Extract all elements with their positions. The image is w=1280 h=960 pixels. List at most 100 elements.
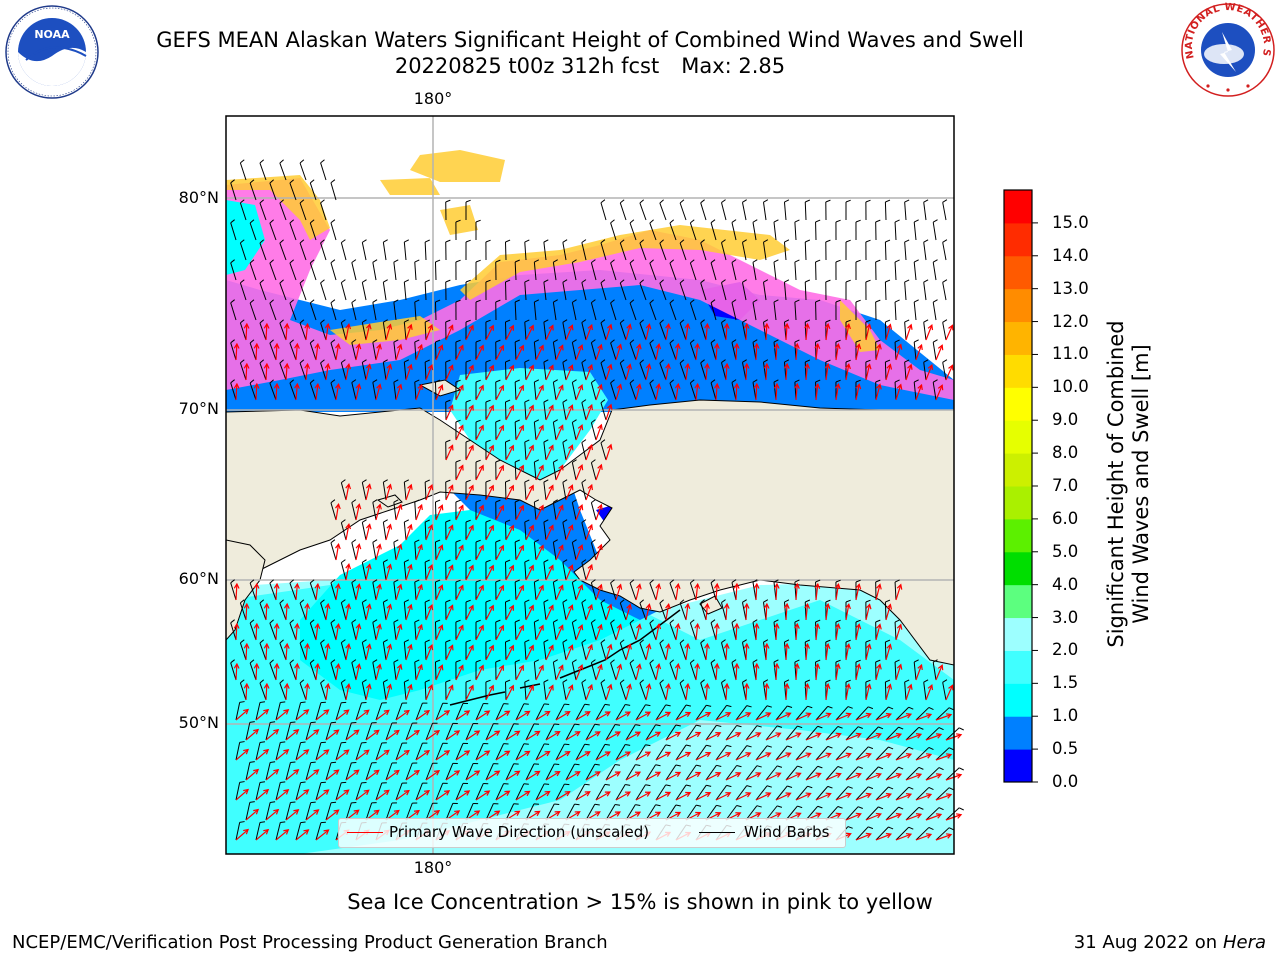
- wind-barb-flag: [269, 379, 274, 384]
- wave-direction-arrowhead: [386, 643, 393, 650]
- wave-direction-arrowhead: [783, 602, 790, 609]
- wind-barb: [735, 705, 748, 721]
- wave-direction-arrow: [245, 323, 248, 341]
- wind-barb: [514, 341, 517, 361]
- wind-barb-flag: [239, 781, 245, 783]
- wind-barb-flag: [562, 319, 568, 323]
- wave-direction-arrowhead: [886, 603, 893, 610]
- wind-barb-flag: [604, 703, 610, 706]
- wind-barb-flag: [904, 239, 910, 243]
- wind-barb: [695, 784, 707, 801]
- wind-barb-flag: [581, 279, 587, 283]
- wind-barb-flag: [855, 659, 861, 663]
- wind-barb-flag: [742, 279, 747, 283]
- wave-direction-arrowhead: [783, 322, 790, 329]
- wave-direction-arrow: [445, 325, 454, 341]
- wind-barb: [351, 542, 357, 561]
- wave-direction-arrow: [815, 344, 819, 361]
- wave-direction-arrowhead: [448, 484, 454, 491]
- wind-barb-flag: [581, 639, 587, 643]
- wind-barb-flag: [581, 399, 587, 403]
- wind-barb: [815, 786, 829, 801]
- wave-direction-arrowhead: [434, 810, 441, 816]
- wind-barb-flag: [351, 339, 357, 343]
- wind-barb: [504, 521, 507, 541]
- wind-barb-flag: [572, 299, 577, 303]
- wave-direction-arrowhead: [518, 384, 524, 391]
- wave-direction-arrow: [625, 684, 631, 701]
- wind-barb-flag: [383, 239, 388, 243]
- wave-direction-arrowhead: [568, 684, 574, 691]
- wind-barb: [731, 262, 737, 281]
- wave-direction-arrow: [585, 324, 593, 341]
- wave-direction-arrowhead: [825, 712, 832, 718]
- wave-direction-arrowhead: [484, 750, 491, 756]
- wave-direction-arrowhead: [528, 524, 534, 531]
- wind-barb-flag: [505, 279, 511, 283]
- wind-barb: [245, 722, 251, 741]
- wind-barb-flag: [710, 219, 716, 224]
- wave-direction-arrow: [835, 344, 840, 361]
- wind-barb-flag: [645, 704, 651, 707]
- wave-direction-arrowhead: [885, 752, 893, 759]
- wind-barb: [405, 722, 413, 741]
- wind-barb-flag: [514, 259, 520, 263]
- wave-direction-arrow: [355, 384, 360, 401]
- wave-direction-arrowhead: [263, 708, 270, 715]
- wind-barb: [785, 805, 798, 821]
- wave-direction-arrow: [495, 750, 510, 761]
- wind-barb: [249, 342, 257, 361]
- wind-barb-flag: [600, 639, 606, 644]
- wind-barb: [562, 282, 567, 301]
- wave-direction-arrowhead: [396, 503, 403, 510]
- colorbar-tick-label: 14.0: [1052, 245, 1089, 265]
- wind-barb-flag: [299, 199, 305, 204]
- wind-barb-flag: [635, 724, 641, 726]
- wind-barb: [590, 582, 597, 601]
- wave-direction-arrowhead: [865, 832, 872, 839]
- wind-barb: [315, 702, 322, 721]
- wind-barb: [320, 602, 327, 621]
- wind-barb: [773, 302, 777, 321]
- colorbar-band: [1004, 486, 1032, 520]
- wind-barb-flag: [857, 766, 863, 769]
- wind-barb-flag: [424, 239, 430, 243]
- wave-direction-arrow: [315, 624, 319, 641]
- wind-barb: [361, 602, 367, 621]
- wind-barb-flag: [923, 239, 929, 243]
- colorbar-tick-label: 4.0: [1052, 574, 1079, 594]
- wind-barb-flag: [721, 359, 726, 363]
- wind-barb-flag: [455, 659, 461, 663]
- wave-direction-arrow: [285, 323, 288, 341]
- wave-direction-arrow: [685, 732, 701, 741]
- wave-direction-arrow: [405, 364, 412, 381]
- wind-barb-flag: [240, 319, 245, 324]
- wind-barb-flag: [710, 579, 716, 584]
- wind-barb-flag: [584, 743, 590, 746]
- wave-direction-arrowhead: [263, 322, 270, 329]
- wave-direction-arrow: [535, 751, 550, 761]
- wind-barb: [445, 723, 454, 741]
- wave-direction-arrow: [515, 465, 524, 481]
- wave-direction-arrowhead: [626, 643, 632, 650]
- wind-barb-flag: [932, 379, 938, 383]
- wind-barb: [610, 582, 617, 601]
- wind-barb: [932, 262, 937, 281]
- wind-barb-flag: [572, 619, 577, 623]
- wind-barb-flag: [309, 219, 315, 224]
- wave-direction-arrowhead: [905, 832, 913, 839]
- wind-barb: [562, 602, 567, 621]
- wind-barb: [351, 302, 357, 321]
- wind-barb-flag: [393, 579, 399, 583]
- wave-direction-arrow: [855, 753, 872, 761]
- wind-barb-flag: [591, 659, 596, 664]
- wind-barb-flag: [562, 519, 568, 523]
- wind-barb-flag: [341, 519, 346, 524]
- wave-direction-arrowhead: [386, 323, 393, 330]
- wave-direction-arrow: [885, 644, 891, 661]
- wind-barb-flag: [690, 619, 695, 624]
- wind-barb: [543, 682, 547, 701]
- wind-barb-flag: [875, 379, 881, 383]
- wind-barb: [679, 362, 687, 381]
- wave-direction-arrow: [945, 325, 954, 341]
